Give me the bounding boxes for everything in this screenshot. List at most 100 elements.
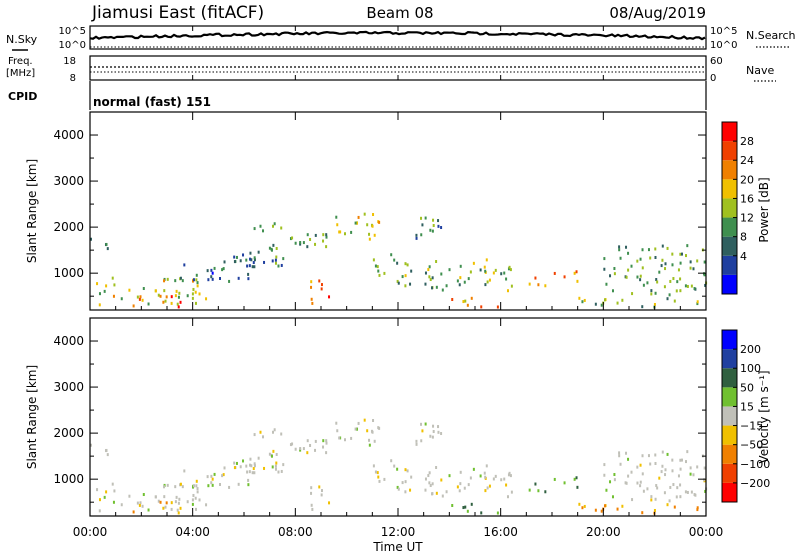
power-cell	[509, 268, 512, 272]
power-cell	[679, 252, 682, 256]
velocity-cell	[605, 488, 608, 492]
velocity-cell	[609, 480, 612, 484]
power-cell	[575, 270, 578, 274]
power-cell	[235, 255, 238, 259]
velocity-cell	[98, 509, 101, 513]
power-cell	[428, 275, 431, 279]
power-cell	[627, 251, 630, 255]
power-cell	[458, 283, 461, 287]
power-cell	[310, 285, 313, 289]
velocity-colorbar-tick-label: 50	[740, 381, 754, 394]
velocity-cell	[210, 481, 213, 485]
power-cell	[113, 283, 116, 287]
velocity-cell	[366, 429, 369, 433]
velocity-cell	[163, 485, 166, 489]
power-colorbar-segment	[722, 198, 737, 218]
velocity-cell	[274, 467, 277, 471]
power-colorbar: 28 24 20 16 12 8 4	[721, 121, 754, 295]
velocity-cell	[680, 458, 683, 462]
velocity-cell	[275, 452, 278, 456]
power-cell	[631, 292, 634, 296]
velocity-cell	[431, 435, 434, 439]
power-cell	[371, 224, 374, 228]
velocity-cell	[247, 483, 250, 487]
power-cell	[650, 292, 653, 296]
velocity-cell	[142, 493, 145, 497]
power-cell	[686, 284, 689, 288]
power-cell	[424, 271, 427, 275]
power-cell	[366, 223, 369, 227]
power-cell	[198, 292, 201, 296]
noise-tick-top: 10^5	[59, 26, 86, 37]
velocity-cell	[363, 418, 366, 422]
velocity-cell	[196, 490, 199, 494]
velocity-cell	[435, 491, 438, 495]
power-cell	[404, 262, 407, 266]
noise-tick-bottom: 10^0	[59, 40, 86, 51]
velocity-y-ticks: 4000 3000 2000 1000	[53, 317, 706, 503]
velocity-cell	[311, 507, 314, 511]
velocity-cell	[211, 477, 214, 481]
power-colorbar-segment	[722, 179, 737, 199]
power-cell	[467, 277, 470, 281]
power-cell	[302, 241, 305, 245]
y-tick-label: 3000	[53, 174, 84, 188]
velocity-cell	[618, 451, 621, 455]
velocity-cell	[181, 485, 184, 489]
nave-tick-bottom: 0	[710, 73, 716, 84]
velocity-cell	[429, 484, 432, 488]
power-cell	[251, 265, 254, 269]
velocity-cell	[242, 459, 245, 463]
power-cell	[192, 278, 195, 282]
velocity-cell	[459, 482, 462, 486]
freq-label-1: Freq.	[8, 56, 33, 67]
velocity-cell	[176, 508, 179, 512]
velocity-colorbar-segment	[722, 482, 737, 502]
power-cell	[672, 277, 675, 281]
velocity-cell	[639, 480, 642, 484]
power-colorbar-segment	[722, 141, 737, 161]
velocity-cell	[661, 450, 664, 454]
power-cell	[105, 284, 108, 288]
velocity-cell	[344, 438, 347, 442]
power-cell	[613, 272, 616, 276]
velocity-cell	[494, 474, 497, 478]
power-cell	[128, 288, 131, 292]
velocity-cell	[415, 439, 418, 443]
power-cell	[673, 299, 676, 303]
power-cell	[415, 233, 418, 237]
power-cell	[253, 227, 256, 231]
power-cell	[178, 291, 181, 295]
power-cell	[431, 229, 434, 233]
power-cell	[174, 279, 177, 283]
power-cell	[664, 262, 667, 266]
velocity-colorbar-segment	[722, 368, 737, 388]
power-cell	[470, 296, 473, 300]
velocity-cell	[690, 490, 693, 494]
power-colorbar-tick-label: 28	[740, 135, 754, 148]
velocity-cell	[289, 443, 292, 447]
velocity-cell	[336, 429, 339, 433]
power-cell	[247, 272, 250, 276]
velocity-cell	[686, 450, 689, 454]
power-cell	[377, 269, 380, 273]
power-cell	[183, 263, 186, 267]
power-cell	[686, 244, 689, 248]
velocity-cell	[294, 447, 297, 451]
velocity-cell	[192, 493, 195, 497]
power-cell	[484, 269, 487, 273]
velocity-cell	[270, 454, 273, 458]
power-cell	[268, 246, 271, 250]
velocity-cell	[139, 501, 142, 505]
power-cell	[484, 283, 487, 287]
velocity-cell	[397, 487, 400, 491]
power-cell	[437, 219, 440, 223]
velocity-cell	[170, 507, 173, 511]
power-cell	[404, 274, 407, 278]
power-cell	[192, 287, 195, 291]
power-cell	[496, 305, 499, 309]
velocity-cell	[696, 508, 699, 512]
velocity-colorbar-tick-label: −200	[740, 477, 770, 490]
velocity-cell	[206, 475, 209, 479]
power-cell	[641, 305, 644, 309]
